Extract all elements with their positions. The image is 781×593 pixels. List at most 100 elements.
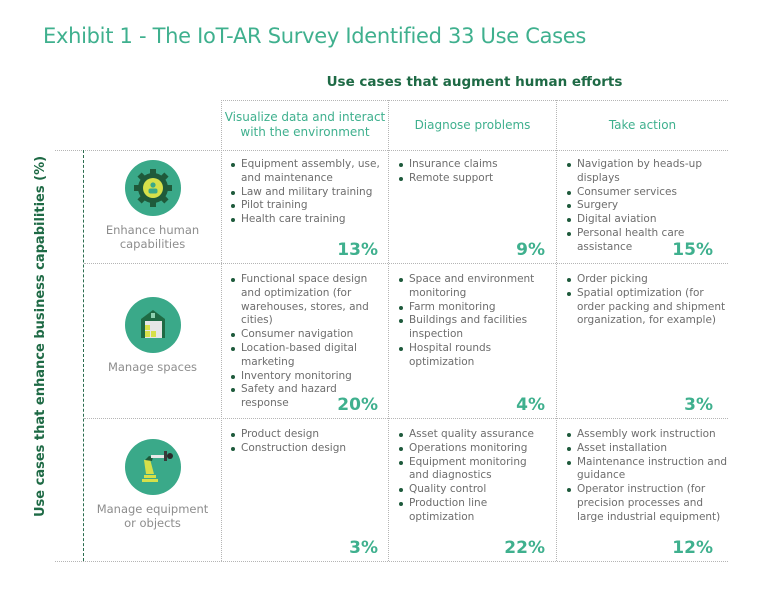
bullet-icon (231, 433, 235, 437)
bullet-icon (231, 333, 235, 338)
use-case-text: Consumer services (577, 185, 677, 198)
bullet-icon (567, 433, 571, 437)
bullet-icon (567, 460, 571, 465)
grid-cell: Space and environment monitoring Farm mon… (398, 273, 548, 370)
use-case-text: Pilot training (241, 199, 308, 212)
use-case-item: Consumer navigation (230, 328, 385, 342)
column-header-take-action: Take action (557, 100, 728, 150)
use-case-item: Farm monitoring (398, 301, 548, 315)
use-case-item: Assembly work instruction (566, 428, 728, 442)
grid-line (221, 100, 728, 101)
use-case-text: Digital aviation (577, 213, 657, 226)
use-case-item: Consumer services (566, 186, 728, 200)
bullet-icon (399, 433, 403, 437)
use-case-text: Operations monitoring (409, 441, 528, 454)
percent-value: 13% (337, 240, 378, 260)
use-case-text: Insurance claims (409, 158, 498, 170)
grid-cell: Navigation by heads-up displays Consumer … (566, 158, 728, 255)
grid-line (84, 263, 728, 264)
use-case-text: Quality control (409, 483, 487, 496)
use-case-list: Equipment assembly, use, and maintenance… (230, 158, 385, 227)
bullet-icon (567, 204, 571, 209)
use-case-text: Navigation by heads-up displays (577, 158, 702, 184)
use-case-item: Maintenance instruction and guidance (566, 456, 728, 484)
grid-line (388, 100, 389, 561)
use-case-item: Production line optimization (398, 497, 548, 525)
use-case-item: Pilot training (230, 199, 385, 213)
use-case-item: Equipment monitoring and diagnostics (398, 456, 548, 484)
use-case-text: Inventory monitoring (241, 369, 352, 382)
percent-value: 3% (684, 395, 713, 415)
use-case-text: Law and military training (241, 185, 373, 198)
use-case-text: Space and environment monitoring (409, 273, 535, 299)
bullet-icon (567, 291, 571, 296)
column-header-line: Visualize data and interact (224, 110, 386, 124)
use-case-text: Maintenance instruction and guidance (577, 455, 728, 482)
bullet-icon (567, 163, 571, 167)
use-case-list: Order picking Spatial optimization (for o… (566, 273, 728, 328)
row-label-line: or objects (124, 516, 181, 530)
use-case-text: Farm monitoring (409, 300, 496, 313)
grid-cell: Insurance claims Remote support (398, 158, 548, 186)
bullet-icon (399, 278, 403, 282)
use-case-list: Asset quality assurance Operations monito… (398, 428, 548, 525)
top-axis-header: Use cases that augment human efforts (326, 74, 623, 90)
bullet-icon (399, 460, 403, 465)
bullet-icon (231, 278, 235, 282)
grid-cell: Order picking Spatial optimization (for o… (566, 273, 728, 328)
bullet-icon (231, 374, 235, 379)
column-header-visualize: Visualize data and interact with the envi… (222, 100, 388, 150)
use-case-item: Inventory monitoring (230, 370, 385, 384)
bullet-icon (231, 446, 235, 451)
bullet-icon (567, 278, 571, 282)
bullet-icon (231, 346, 235, 351)
bullet-icon (399, 501, 403, 506)
use-case-list: Product design Construction design (230, 428, 385, 456)
use-case-text: Health care training (241, 213, 346, 226)
bullet-icon (399, 488, 403, 493)
grid-cell: Product design Construction design (230, 428, 385, 456)
bullet-icon (399, 346, 403, 351)
column-header-line: Diagnose problems (414, 117, 531, 132)
use-case-item: Asset quality assurance (398, 428, 548, 442)
use-case-list: Space and environment monitoring Farm mon… (398, 273, 548, 370)
use-case-text: Spatial optimization (for order packing … (577, 286, 726, 327)
row-label-line: Manage equipment (96, 502, 209, 516)
use-case-item: Safety and hazard response (230, 383, 385, 411)
use-case-list: Insurance claims Remote support (398, 158, 548, 186)
use-case-text: Consumer navigation (241, 328, 354, 341)
row-header-manage-equipment: Manage equipment or objects (84, 439, 221, 530)
grid-line (221, 100, 222, 561)
row-header-enhance-human: Enhance human capabilities (84, 160, 221, 251)
grid-cell: Equipment assembly, use, and maintenance… (230, 158, 385, 227)
grid-cell: Asset quality assurance Operations monito… (398, 428, 548, 525)
percent-value: 20% (337, 395, 378, 415)
use-case-item: Quality control (398, 483, 548, 497)
grid-cell: Functional space design and optimization… (230, 273, 385, 411)
robot-arm-icon (124, 439, 181, 495)
column-header-diagnose: Diagnose problems (389, 100, 556, 150)
side-axis-header: Use cases that enhance business capabili… (33, 155, 48, 517)
use-case-item: Operator instruction (for precision proc… (566, 483, 728, 524)
use-case-list: Assembly work instruction Asset installat… (566, 428, 728, 525)
use-case-item: Construction design (230, 442, 385, 456)
grid-line (556, 100, 557, 561)
use-case-item: Equipment assembly, use, and maintenance (230, 158, 385, 186)
grid-line (83, 150, 84, 561)
use-case-item: Spatial optimization (for order packing … (566, 287, 728, 328)
grid-line (55, 150, 728, 151)
use-case-item: Digital aviation (566, 213, 728, 227)
row-label-line: capabilities (119, 237, 186, 251)
percent-value: 15% (672, 240, 713, 260)
use-case-text: Asset installation (577, 441, 668, 454)
grid-line (55, 561, 728, 562)
bullet-icon (231, 204, 235, 209)
gear-person-icon (124, 160, 181, 216)
use-case-text: Production line optimization (409, 496, 488, 523)
percent-value: 4% (516, 395, 545, 415)
use-case-item: Order picking (566, 273, 728, 287)
use-case-text: Product design (241, 428, 320, 440)
bullet-icon (399, 319, 403, 324)
grid-line (84, 418, 728, 419)
use-case-item: Functional space design and optimization… (230, 273, 385, 328)
